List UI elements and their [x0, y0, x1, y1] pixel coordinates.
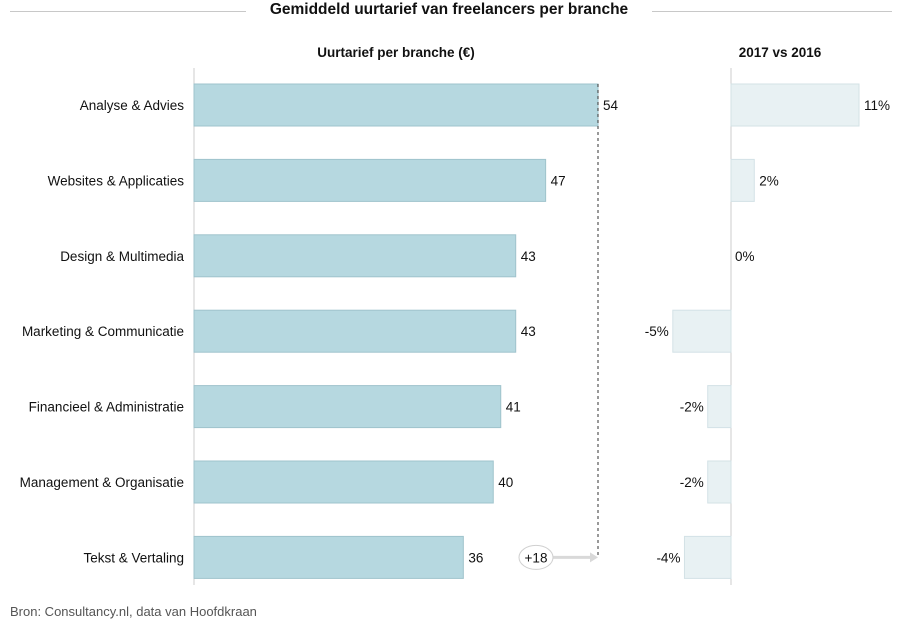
rate-value-label: 43	[521, 249, 536, 264]
difference-arrow-head	[590, 552, 598, 563]
rate-value-label: 54	[603, 98, 619, 113]
change-panel-header: 2017 vs 2016	[738, 45, 822, 60]
category-label: Marketing & Communicatie	[22, 324, 184, 339]
change-bar	[683, 535, 732, 579]
change-value-label: 11%	[864, 98, 890, 113]
title-rule-right	[652, 11, 892, 12]
chart-title: Gemiddeld uurtarief van freelancers per …	[269, 1, 629, 18]
rate-value-label: 36	[468, 550, 483, 565]
title-rule-left	[10, 11, 246, 12]
change-value-label: 0%	[735, 249, 755, 264]
change-value-label: -5%	[645, 324, 669, 339]
source-note: Bron: Consultancy.nl, data van Hoofdkraa…	[10, 604, 257, 619]
rate-bar	[193, 234, 517, 278]
change-bar	[672, 309, 732, 353]
change-bar	[730, 158, 755, 202]
rate-bar	[193, 460, 494, 504]
category-label: Websites & Applicaties	[48, 173, 185, 188]
change-value-label: -2%	[680, 475, 704, 490]
rate-value-label: 41	[506, 400, 521, 415]
category-label: Financieel & Administratie	[29, 400, 184, 415]
title-bar: Gemiddeld uurtarief van freelancers per …	[0, 0, 900, 24]
rate-bar	[193, 385, 502, 429]
category-label: Analyse & Advies	[80, 98, 185, 113]
rate-panel-header: Uurtarief per branche (€)	[317, 45, 475, 60]
difference-bubble	[518, 544, 554, 570]
rate-bar	[193, 309, 517, 353]
category-label: Management & Organisatie	[20, 475, 184, 490]
rate-bar	[193, 158, 547, 202]
rate-value-label: 47	[551, 173, 566, 188]
rate-value-label: 40	[498, 475, 513, 490]
change-value-label: 2%	[759, 173, 779, 188]
change-value-label: -4%	[656, 550, 680, 565]
category-label: Tekst & Vertaling	[83, 550, 184, 565]
change-bar	[707, 385, 732, 429]
rate-value-label: 43	[521, 324, 536, 339]
difference-label: +18	[525, 550, 548, 565]
change-bar	[707, 460, 732, 504]
change-bar	[730, 83, 860, 127]
rate-bar	[193, 535, 464, 579]
category-label: Design & Multimedia	[60, 249, 184, 264]
rate-bar	[193, 83, 599, 127]
change-value-label: -2%	[680, 400, 704, 415]
